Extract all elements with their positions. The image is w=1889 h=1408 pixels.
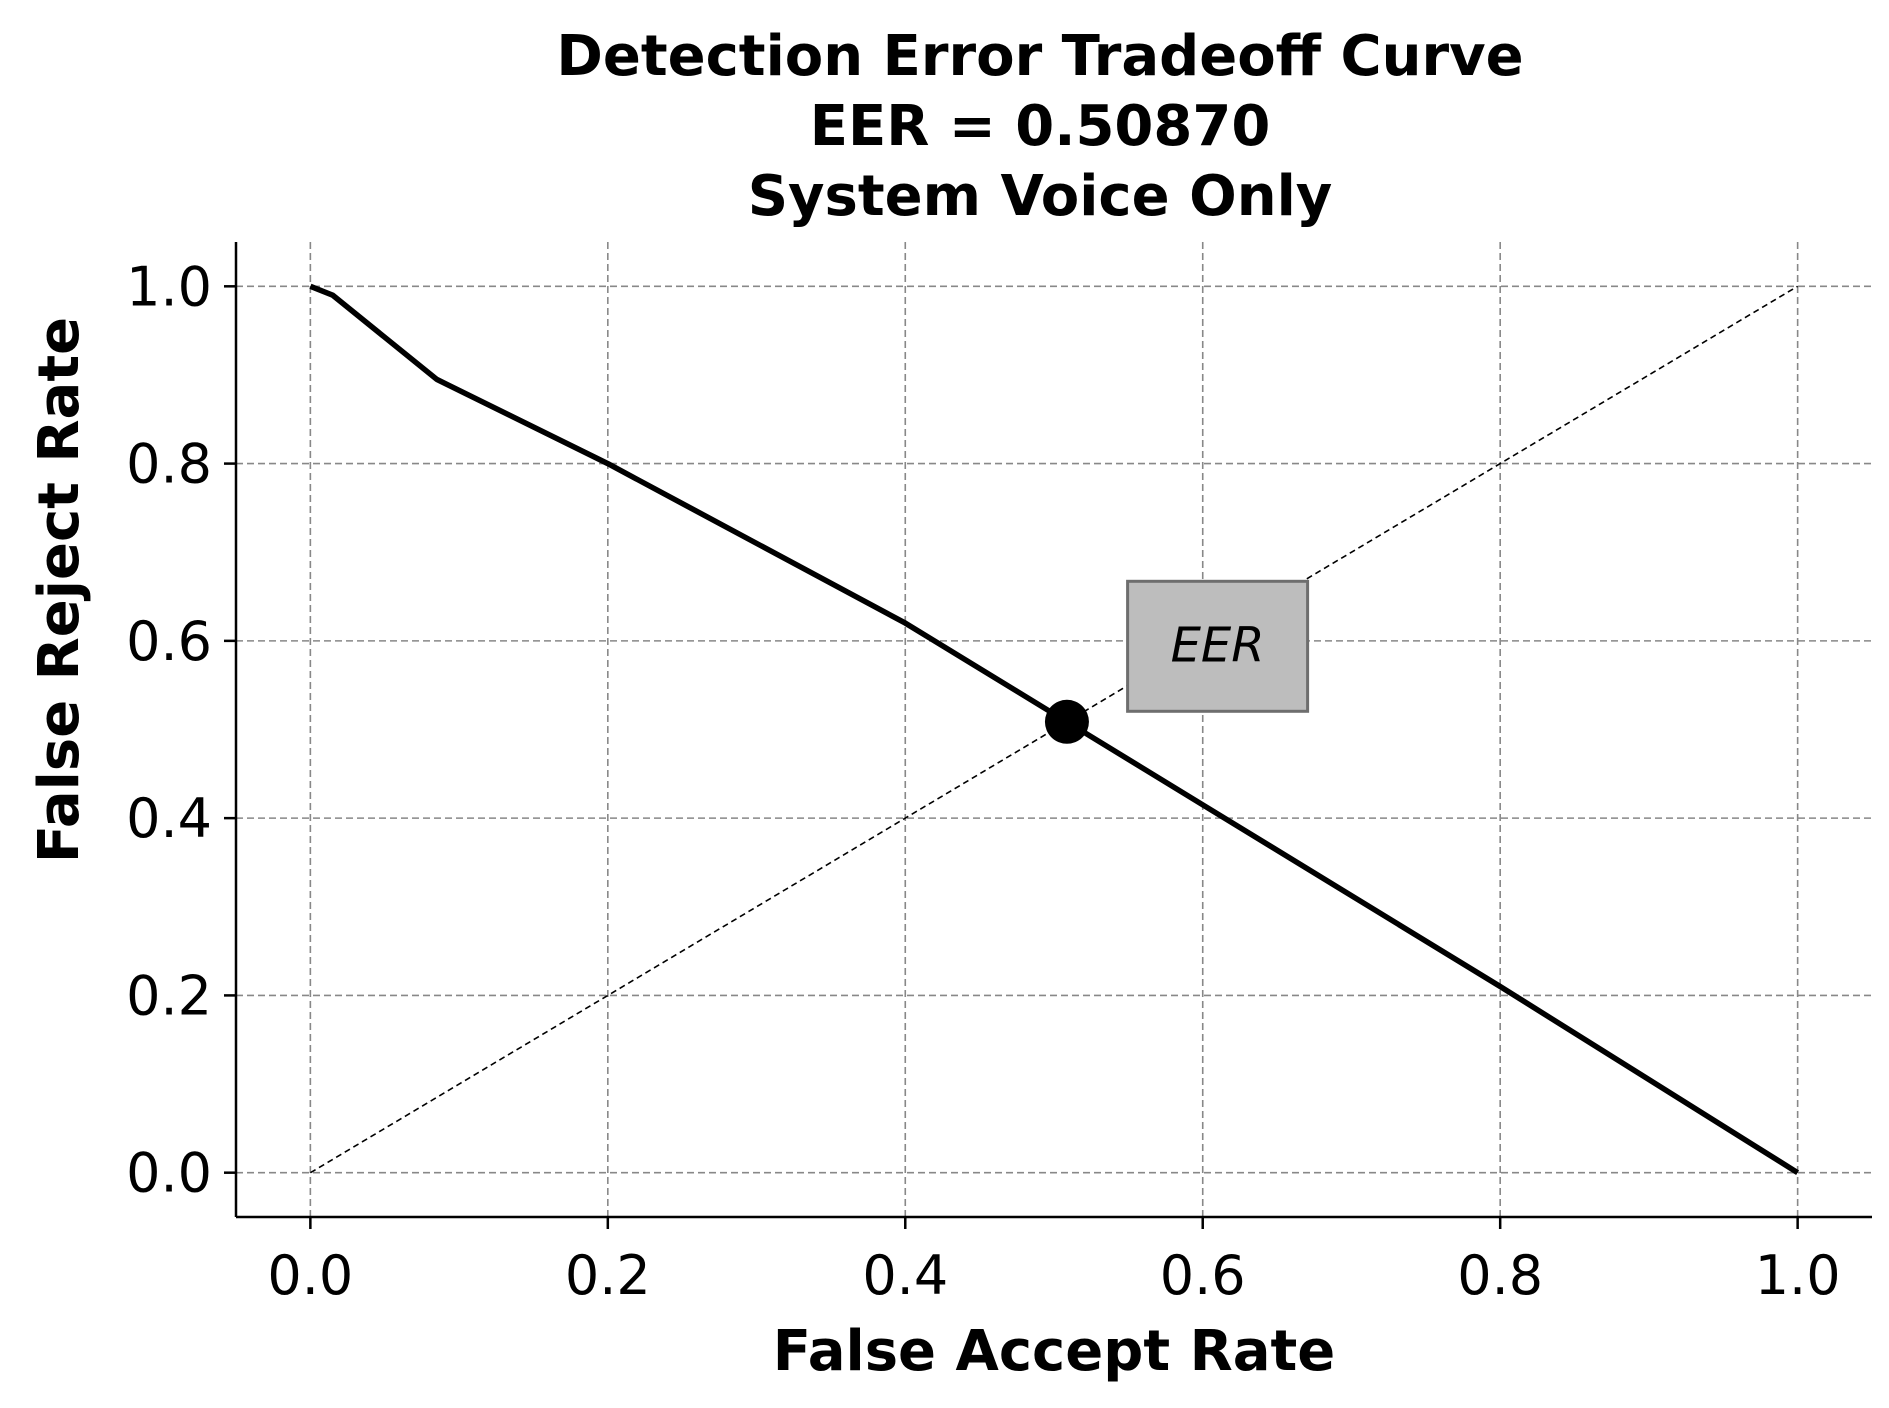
chart-title-line-2: EER = 0.50870 <box>810 94 1271 159</box>
x-tick-label-0: 0.0 <box>267 1244 353 1307</box>
det-curve-line <box>309 283 1800 1176</box>
y-tick-label-1: 0.2 <box>126 964 212 1027</box>
x-tick-label-5: 1.0 <box>1755 1244 1841 1307</box>
y-tick-label-5: 1.0 <box>126 255 212 318</box>
eer-annotation: EER <box>1126 579 1310 713</box>
x-tick-label-1: 0.2 <box>565 1244 651 1307</box>
x-tick-label-4: 0.8 <box>1457 1244 1543 1307</box>
grid <box>236 242 1872 1217</box>
chart-title-line-3: System Voice Only <box>748 164 1333 229</box>
y-tick-label-3: 0.6 <box>126 610 212 673</box>
plot-series <box>309 283 1800 1176</box>
x-tick-label-3: 0.6 <box>1160 1244 1246 1307</box>
tick-labels: 0.0 0.2 0.4 0.6 0.8 1.0 0.0 0.2 0.4 0.6 0.8 1.0 <box>126 255 1840 1307</box>
eer-annotation-box <box>1126 579 1310 713</box>
y-tick-label-4: 0.8 <box>126 433 212 496</box>
chart-title-line-1: Detection Error Tradeoff Curve <box>556 24 1523 89</box>
y-axis-label: False Reject Rate <box>27 317 92 863</box>
eer-point-marker <box>1044 699 1089 744</box>
axes <box>234 242 1872 1219</box>
eer-annotation-text: EER <box>1171 617 1265 673</box>
y-tick-label-2: 0.4 <box>126 787 212 850</box>
x-axis-label: False Accept Rate <box>773 1319 1336 1384</box>
y-tick-label-0: 0.0 <box>126 1142 212 1205</box>
x-tick-label-2: 0.4 <box>862 1244 948 1307</box>
